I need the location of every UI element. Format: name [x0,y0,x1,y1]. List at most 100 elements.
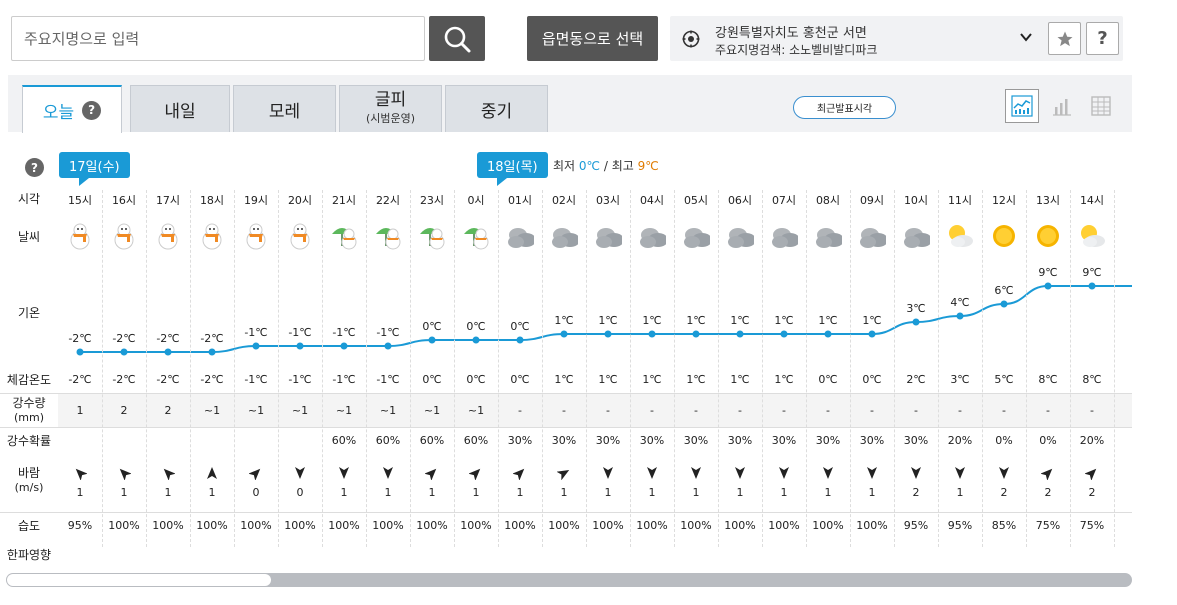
hour-time: 03시 [595,194,621,207]
wind-direction-icon [557,470,570,480]
hour-time: 02시 [551,194,577,207]
chevron-down-icon[interactable] [1018,29,1034,45]
wind-direction-icon [1085,468,1097,480]
cloudy-icon [640,228,666,248]
wind-direction-icon [955,467,965,479]
forecast-tab-bar: 오늘? 내일 모레 글피 (시범운영) 중기 최근발표시각 [8,75,1132,133]
tab-today-label: 오늘 [42,102,75,123]
search-button[interactable] [429,16,485,61]
precip-probability: 30% [595,434,621,447]
location-selector[interactable]: 강원특별자치도 홍천군 서면 주요지명검색: 소노벨비발디파크 ? [670,16,1123,61]
hour-time: 23시 [419,194,445,207]
temperature-label: 1℃ [730,314,750,327]
tab-day-after[interactable]: 모레 [233,85,336,132]
wind-speed: 1 [692,486,700,499]
feels-like-temp: 0℃ [422,373,442,386]
precip-probability: 60% [419,434,445,447]
precip-amount: ~1 [247,404,265,417]
column-divider [762,190,763,547]
wind-direction-icon [119,468,131,480]
divider [0,393,1132,394]
temperature-label: 1℃ [598,314,618,327]
select-by-district-button[interactable]: 읍면동으로 선택 [527,16,658,61]
horizontal-scrollbar[interactable] [6,573,1132,587]
gps-icon[interactable] [682,30,700,48]
snow-icon [114,223,134,250]
search-box[interactable] [11,16,425,61]
humidity: 100% [856,519,888,532]
hour-time: 05시 [683,194,709,207]
help-icon[interactable]: ? [25,158,44,177]
help-icon[interactable]: ? [82,100,102,120]
graph-view-button[interactable] [1005,89,1039,123]
table-icon [1091,96,1111,116]
feels-like-temp: 1℃ [730,373,750,386]
temperature-point [1044,282,1052,290]
temperature-point [164,348,172,356]
bar-view-button[interactable] [1045,89,1079,123]
wind-speed: 1 [76,486,84,499]
precip-amount: 2 [120,404,128,417]
tab-3-days[interactable]: 글피 (시범운영) [339,85,442,132]
snow-umbrella-icon [420,228,445,250]
sunny-icon [993,225,1015,247]
humidity: 75% [1079,519,1105,532]
tab-tomorrow[interactable]: 내일 [130,85,230,132]
wind-speed: 1 [560,486,568,499]
column-divider [806,190,807,547]
hourly-forecast-grid[interactable]: ? 17일(수) 18일(목) 최저 0℃ / 최고 9℃ 시각 날씨 기온 체… [0,150,1132,570]
temperature-line [79,285,1132,353]
humidity: 100% [636,519,668,532]
wind-speed: 1 [780,486,788,499]
temperature-label: 9℃ [1082,266,1102,279]
hour-time: 15시 [67,194,93,207]
feels-like-temp: 0℃ [862,373,882,386]
temperature-label: 1℃ [686,314,706,327]
temperature-point [428,336,436,344]
precip-amount: - [1046,404,1050,417]
column-divider [982,190,983,547]
humidity: 100% [548,519,580,532]
tab-day-after-label: 모레 [268,101,301,122]
temperature-point [648,330,656,338]
tab-mid-term[interactable]: 중기 [445,85,548,132]
temperature-label: 6℃ [994,284,1014,297]
favorite-button[interactable] [1048,22,1081,55]
temperature-label: 1℃ [862,314,882,327]
column-divider [1026,190,1027,547]
cloudy-icon [772,228,798,248]
precip-probability: 30% [551,434,577,447]
wind-direction-icon [647,467,657,479]
feels-like-temp: -1℃ [288,373,312,386]
help-icon: ? [1097,28,1108,49]
day-label-18: 18일(목) [477,152,548,186]
recent-release-button[interactable]: 최근발표시각 [793,96,896,119]
temperature-label: 1℃ [554,314,574,327]
temperature-point [208,348,216,356]
tab-tomorrow-label: 내일 [164,101,196,122]
help-button[interactable]: ? [1086,22,1119,55]
cloudy-icon [904,228,930,248]
search-input[interactable] [12,17,424,60]
temperature-label: -1℃ [376,326,400,339]
wind-unit: (m/s) [14,481,44,494]
tab-today[interactable]: 오늘? [22,85,122,133]
wind-speed: 1 [648,486,656,499]
snow-icon [202,223,222,250]
hour-time: 10시 [903,194,929,207]
row-label-cold: 한파영향 [6,548,52,562]
temperature-point [1088,282,1096,290]
scrollbar-thumb[interactable] [7,574,271,586]
precip-probability: 30% [639,434,665,447]
humidity: 100% [416,519,448,532]
wind-direction-icon [75,468,87,480]
hour-time: 12시 [991,194,1017,207]
wind-speed: 1 [208,486,216,499]
column-divider [322,190,323,547]
humidity: 100% [724,519,756,532]
hour-time: 13시 [1035,194,1061,207]
table-view-button[interactable] [1084,89,1118,123]
partly-icon [1081,225,1105,247]
column-divider [850,190,851,547]
snow-umbrella-icon [464,228,489,250]
